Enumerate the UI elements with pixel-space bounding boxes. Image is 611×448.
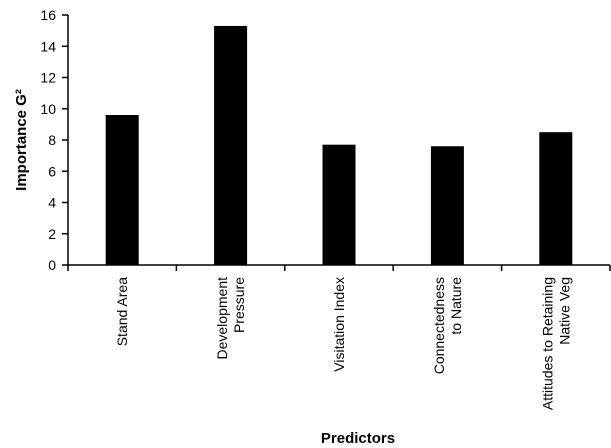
bar — [322, 144, 356, 265]
y-tick-label: 2 — [48, 226, 56, 242]
bars — [105, 25, 573, 265]
x-category-label-line: Pressure — [231, 277, 247, 333]
bar — [105, 115, 139, 265]
x-category-label-line: Development — [214, 277, 230, 360]
y-tick-label: 14 — [40, 38, 56, 54]
y-axis-ticks: 0 2 4 6 8 10 12 14 16 — [40, 7, 68, 273]
y-tick-label: 16 — [40, 7, 56, 23]
y-tick-label: 12 — [40, 70, 56, 86]
x-category-label-line: Visitation Index — [331, 277, 347, 372]
y-tick-label: 4 — [48, 195, 56, 211]
bar — [430, 146, 464, 265]
x-axis-category-labels: Stand Area Development Pressure Visitation … — [114, 277, 572, 410]
x-category-label-line: Stand Area — [114, 277, 130, 346]
y-tick-label: 6 — [48, 163, 56, 179]
x-category-label: Attitudes to Retaining Native Veg — [539, 277, 572, 410]
x-category-label-line: Attitudes to Retaining — [539, 277, 555, 410]
x-category-label: Visitation Index — [331, 277, 347, 372]
x-category-label: Connectedness to Nature — [431, 277, 464, 375]
y-tick-label: 10 — [40, 101, 56, 117]
x-axis-title: Predictors — [321, 430, 395, 447]
bar — [214, 25, 248, 265]
x-category-label: Development Pressure — [214, 277, 247, 360]
x-category-label-line: Native Veg — [556, 277, 572, 345]
y-tick-label: 0 — [48, 257, 56, 273]
x-category-label-line: to Nature — [448, 277, 464, 335]
x-category-label: Stand Area — [114, 277, 130, 346]
bar — [539, 132, 573, 265]
y-axis-title: Importance G² — [13, 89, 30, 191]
x-category-label-line: Connectedness — [431, 277, 447, 374]
y-tick-label: 8 — [48, 132, 56, 148]
x-axis-ticks — [67, 265, 611, 271]
